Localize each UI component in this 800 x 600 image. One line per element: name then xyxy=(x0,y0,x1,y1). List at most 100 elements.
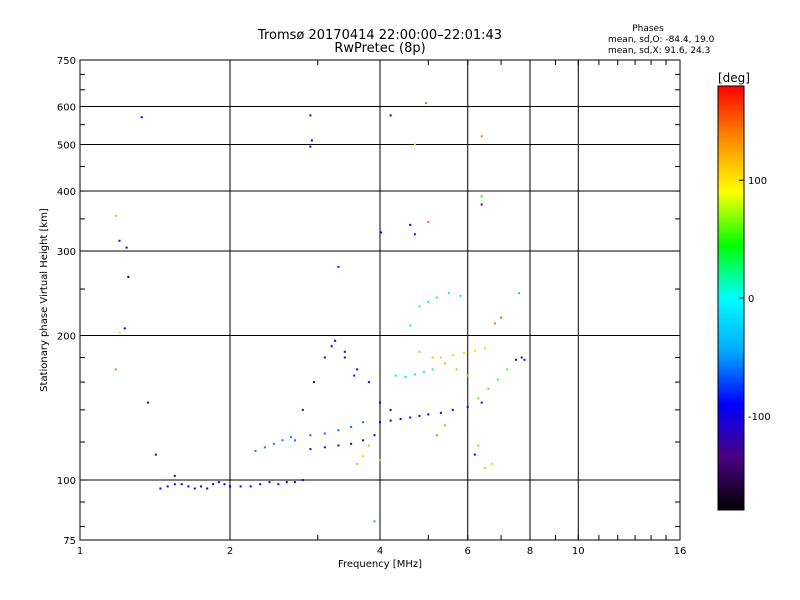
data-point xyxy=(455,368,458,371)
data-point xyxy=(477,397,480,400)
data-point xyxy=(523,358,526,361)
data-point xyxy=(435,296,438,299)
data-point xyxy=(422,370,425,373)
data-point xyxy=(480,203,483,206)
data-point xyxy=(200,485,203,488)
data-point xyxy=(206,487,209,490)
data-point xyxy=(443,424,446,427)
data-point xyxy=(337,444,340,447)
data-point xyxy=(127,275,130,278)
grid-lines xyxy=(80,60,680,540)
data-point xyxy=(506,368,509,371)
data-point xyxy=(373,434,376,437)
data-point xyxy=(373,520,376,523)
data-point xyxy=(114,214,117,217)
data-point xyxy=(293,439,296,442)
legend-line-o: mean, sd,O: -84.4, 19.0 xyxy=(608,35,715,45)
x-tick-label: 1 xyxy=(77,546,83,557)
data-point xyxy=(217,481,220,484)
data-point xyxy=(310,139,313,142)
data-point xyxy=(413,233,416,236)
data-point xyxy=(263,446,266,449)
data-point xyxy=(309,114,312,117)
y-axis-label: Stationary phase Virtual Height [km] xyxy=(39,208,50,392)
chart-title: Tromsø 20170414 22:00:00–22:01:43 xyxy=(257,28,502,43)
y-tick-label: 200 xyxy=(57,332,76,343)
data-point xyxy=(380,231,383,234)
data-point xyxy=(277,483,280,486)
data-point xyxy=(490,463,493,465)
data-point xyxy=(409,223,412,226)
chart-subtitle: RwPretec (8p) xyxy=(334,41,425,56)
data-point xyxy=(350,442,353,445)
data-point xyxy=(309,145,312,148)
data-point xyxy=(451,408,454,411)
data-point xyxy=(389,408,392,411)
data-point xyxy=(337,429,340,432)
data-point xyxy=(443,362,446,365)
data-point xyxy=(343,350,346,353)
data-point xyxy=(173,483,176,486)
data-point xyxy=(484,466,487,469)
data-point xyxy=(350,425,353,428)
data-point xyxy=(281,439,284,442)
data-point xyxy=(480,401,483,404)
data-point xyxy=(404,375,407,378)
data-point xyxy=(362,439,365,442)
data-point xyxy=(187,485,190,488)
x-tick-label: 8 xyxy=(527,546,533,557)
colorbar-ticks: 100 0 -100 xyxy=(739,176,771,423)
data-point xyxy=(520,356,523,359)
data-point xyxy=(484,347,487,350)
colorbar-tick-label: 100 xyxy=(748,176,767,187)
data-point xyxy=(473,349,476,352)
data-point xyxy=(334,339,337,342)
data-point xyxy=(515,358,517,361)
legend-line-x: mean, sd,X: 91.6, 24.3 xyxy=(608,46,710,56)
data-point xyxy=(259,483,262,486)
data-point xyxy=(439,411,442,414)
x-tick-label: 16 xyxy=(674,546,687,557)
data-point xyxy=(268,481,271,484)
data-point xyxy=(379,421,381,424)
data-point xyxy=(313,381,316,384)
data-point xyxy=(166,485,169,488)
colorbar-label: [deg] xyxy=(718,71,750,85)
data-point xyxy=(249,485,252,488)
data-point xyxy=(409,324,412,327)
data-point xyxy=(425,102,428,105)
data-point xyxy=(180,483,183,486)
data-point xyxy=(323,356,326,359)
x-tick-label: 6 xyxy=(465,546,471,557)
data-point xyxy=(427,220,430,223)
data-point xyxy=(362,455,365,458)
x-tick-label: 2 xyxy=(227,546,233,557)
data-point xyxy=(477,444,480,447)
data-point xyxy=(272,442,275,445)
colorbar-tick-label: -100 xyxy=(748,412,771,423)
data-point xyxy=(413,143,416,146)
data-point xyxy=(463,351,466,354)
data-point xyxy=(473,453,476,456)
data-point xyxy=(356,368,359,371)
y-tick-label: 500 xyxy=(57,141,76,152)
data-point xyxy=(323,432,326,435)
data-point xyxy=(394,374,397,377)
data-point xyxy=(323,446,326,449)
data-point xyxy=(431,368,434,371)
data-point xyxy=(173,474,176,477)
data-point xyxy=(118,239,121,242)
data-point xyxy=(367,444,370,447)
data-point xyxy=(487,387,490,390)
data-point xyxy=(418,305,421,308)
data-point xyxy=(289,435,292,438)
data-point xyxy=(466,405,469,408)
data-point xyxy=(427,413,430,416)
data-point xyxy=(447,292,450,295)
data-point xyxy=(439,356,442,359)
data-point xyxy=(500,316,503,319)
data-point xyxy=(459,294,462,297)
data-point xyxy=(223,483,226,486)
x-tick-label: 10 xyxy=(572,546,585,557)
